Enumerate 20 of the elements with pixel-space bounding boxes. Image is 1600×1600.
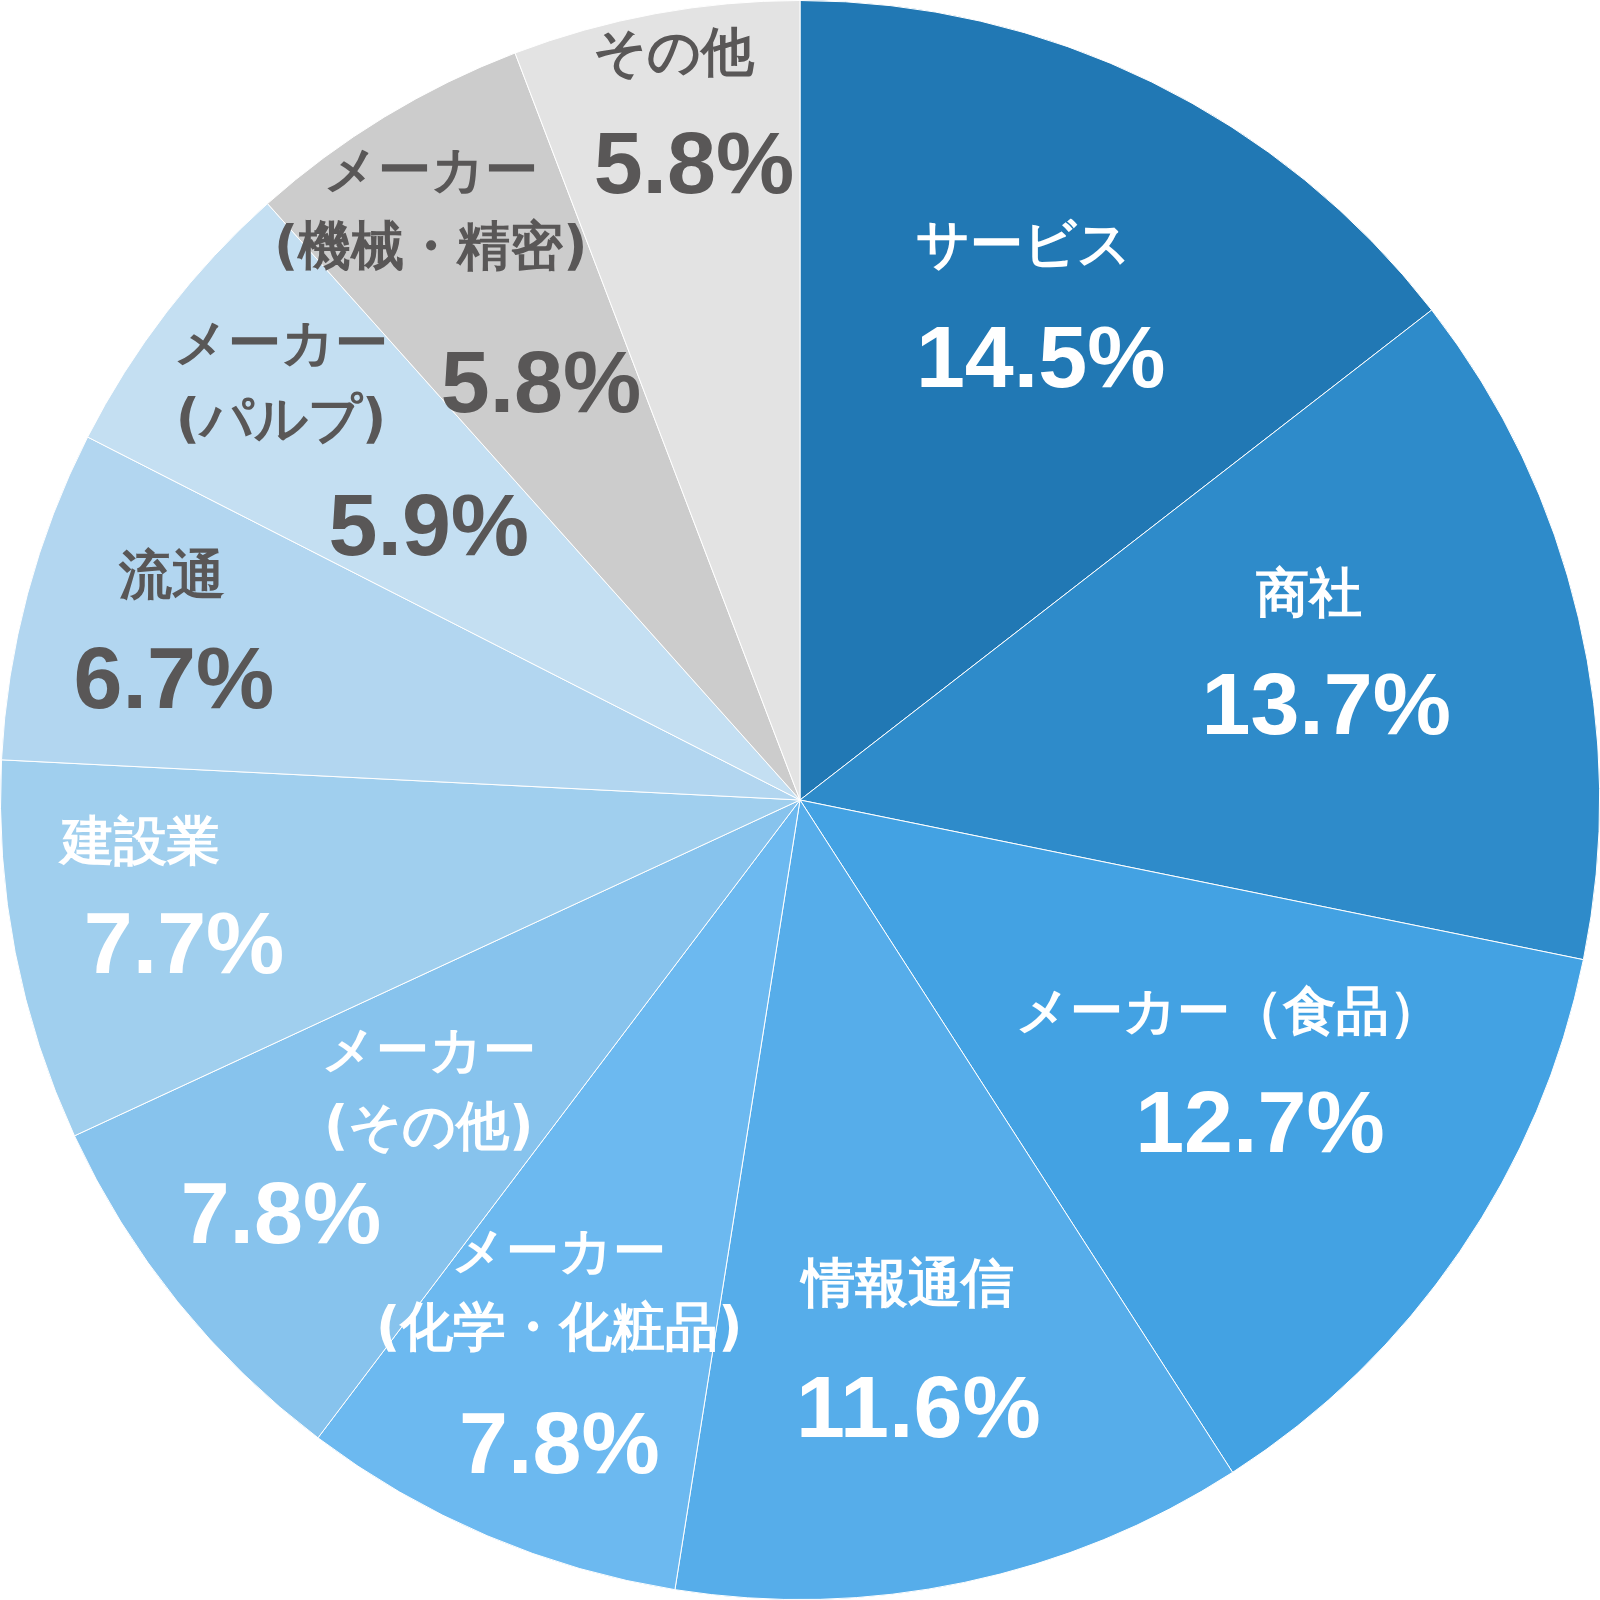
- slice-label: メーカー(パルプ): [173, 311, 388, 450]
- data-label: 12.7%: [1135, 1071, 1385, 1171]
- data-label: 7.8%: [459, 1392, 660, 1492]
- slice-label: サービス: [915, 213, 1131, 275]
- data-label: 11.6%: [795, 1357, 1041, 1457]
- slice-label: メーカー（食品）: [1016, 979, 1443, 1041]
- data-label: 14.5%: [915, 306, 1166, 406]
- data-label: 5.8%: [440, 332, 642, 432]
- slice-label: 建設業: [57, 809, 220, 871]
- data-label: 5.8%: [593, 113, 795, 213]
- slice-label: 流通: [117, 544, 225, 606]
- slice-label: メーカー(その他): [321, 1018, 536, 1157]
- data-label: 6.7%: [73, 628, 275, 728]
- data-label: 7.7%: [83, 893, 285, 993]
- data-label: 13.7%: [1201, 653, 1451, 753]
- slice-label: その他: [593, 21, 756, 83]
- slice-label: 情報通信: [799, 1252, 1015, 1314]
- data-label: 5.9%: [328, 475, 530, 575]
- slice-label: メーカー(機械・精密): [274, 138, 588, 277]
- slice-label: 商社: [1255, 561, 1362, 623]
